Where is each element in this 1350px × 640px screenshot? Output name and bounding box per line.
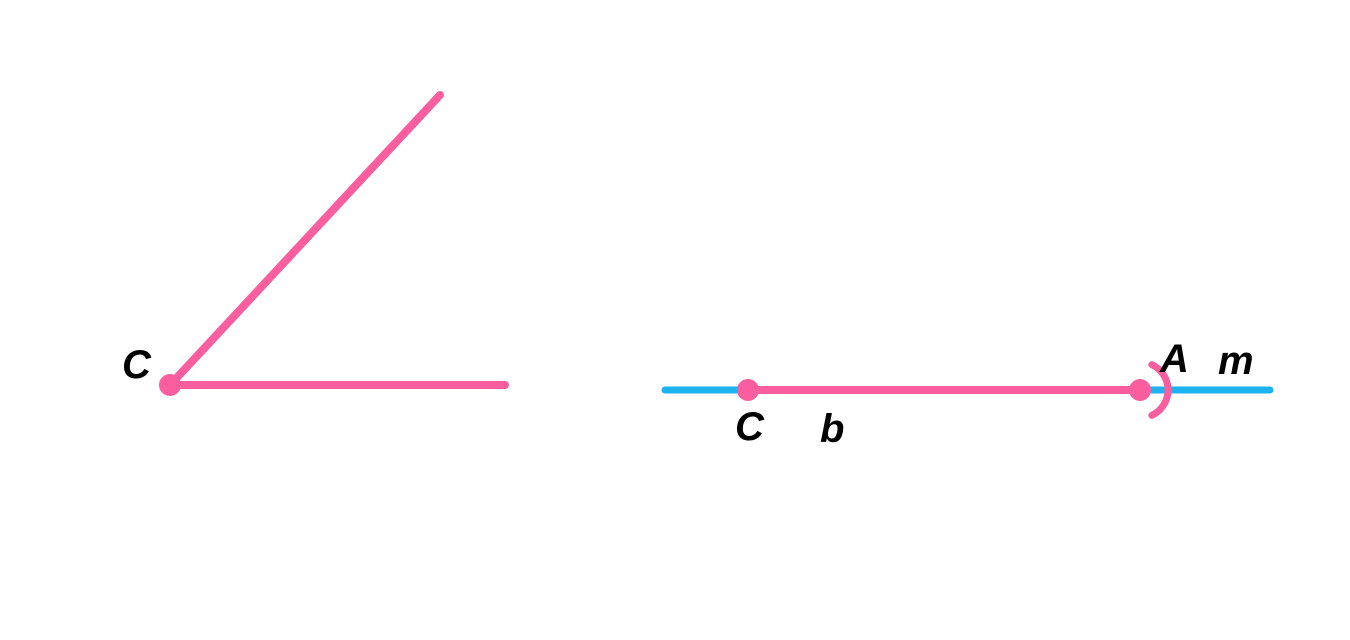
left-angle-figure: C [122, 95, 505, 396]
label-m: m [1218, 339, 1254, 383]
label-c-left: C [122, 343, 152, 387]
angle-vertex-point [159, 374, 181, 396]
label-c-right: C [735, 405, 765, 449]
angle-ray-diagonal [170, 95, 440, 385]
geometry-diagram: C C b A m [0, 0, 1350, 640]
label-b: b [820, 407, 844, 451]
point-a [1129, 379, 1151, 401]
point-c-right [737, 379, 759, 401]
right-ray-figure: C b A m [665, 337, 1270, 451]
label-a: A [1159, 337, 1189, 381]
